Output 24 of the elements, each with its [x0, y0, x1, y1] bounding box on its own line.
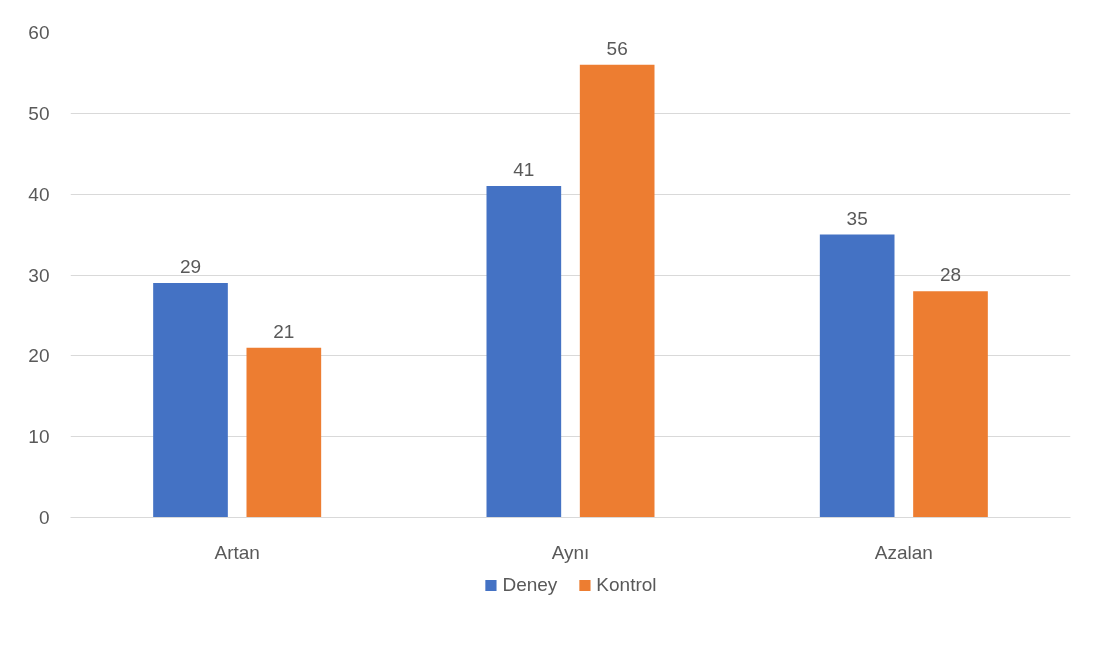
- bar: [153, 283, 228, 518]
- x-tick-label: Artan: [214, 541, 260, 563]
- legend-label: Kontrol: [596, 574, 657, 596]
- data-label: 28: [939, 264, 962, 286]
- bar: [246, 347, 322, 518]
- bar: [819, 234, 895, 518]
- data-label: 56: [606, 37, 628, 59]
- data-label: 41: [513, 159, 535, 181]
- bar: [579, 64, 655, 518]
- y-tick-label: 10: [28, 426, 50, 448]
- data-label: 35: [846, 207, 868, 229]
- legend-label: Deney: [502, 574, 558, 596]
- bar: [486, 186, 562, 518]
- data-label: 21: [273, 320, 295, 342]
- bar: [913, 291, 988, 518]
- y-tick-label: 60: [28, 22, 50, 43]
- data-label: 29: [179, 256, 202, 278]
- y-tick-label: 20: [28, 345, 50, 367]
- y-tick-label: 50: [28, 102, 50, 124]
- y-tick-label: 40: [28, 183, 50, 205]
- y-tick-label: 30: [28, 264, 50, 286]
- y-tick-label: 0: [38, 507, 50, 528]
- x-tick-label: Aynı: [551, 541, 590, 563]
- x-tick-label: Azalan: [874, 541, 933, 563]
